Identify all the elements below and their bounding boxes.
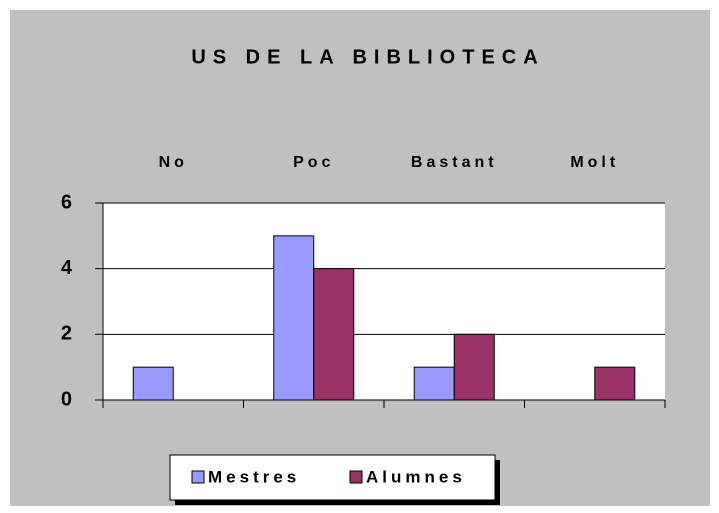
y-tick-label: 4 [61,257,73,279]
legend [169,454,496,501]
y-tick-label: 2 [61,323,72,345]
x-tick-label: Molt [570,154,619,171]
plot-area [103,203,665,400]
y-tick-label: 0 [61,388,72,410]
legend-label: Mestres [208,467,300,486]
bar [453,333,495,401]
bar [132,366,174,401]
bar [594,366,636,401]
x-tick-label: Poc [293,154,334,171]
bar [413,366,455,401]
bar [313,268,355,401]
x-tick-label: Bastant [411,154,498,171]
legend-swatch [191,470,205,484]
legend-label: Alumnes [366,467,466,486]
chart-title: US DE LA BIBLIOTECA [191,46,544,68]
x-tick-label: No [159,154,188,171]
y-tick-label: 6 [61,191,72,213]
legend-swatch [349,470,363,484]
bar [273,235,315,401]
